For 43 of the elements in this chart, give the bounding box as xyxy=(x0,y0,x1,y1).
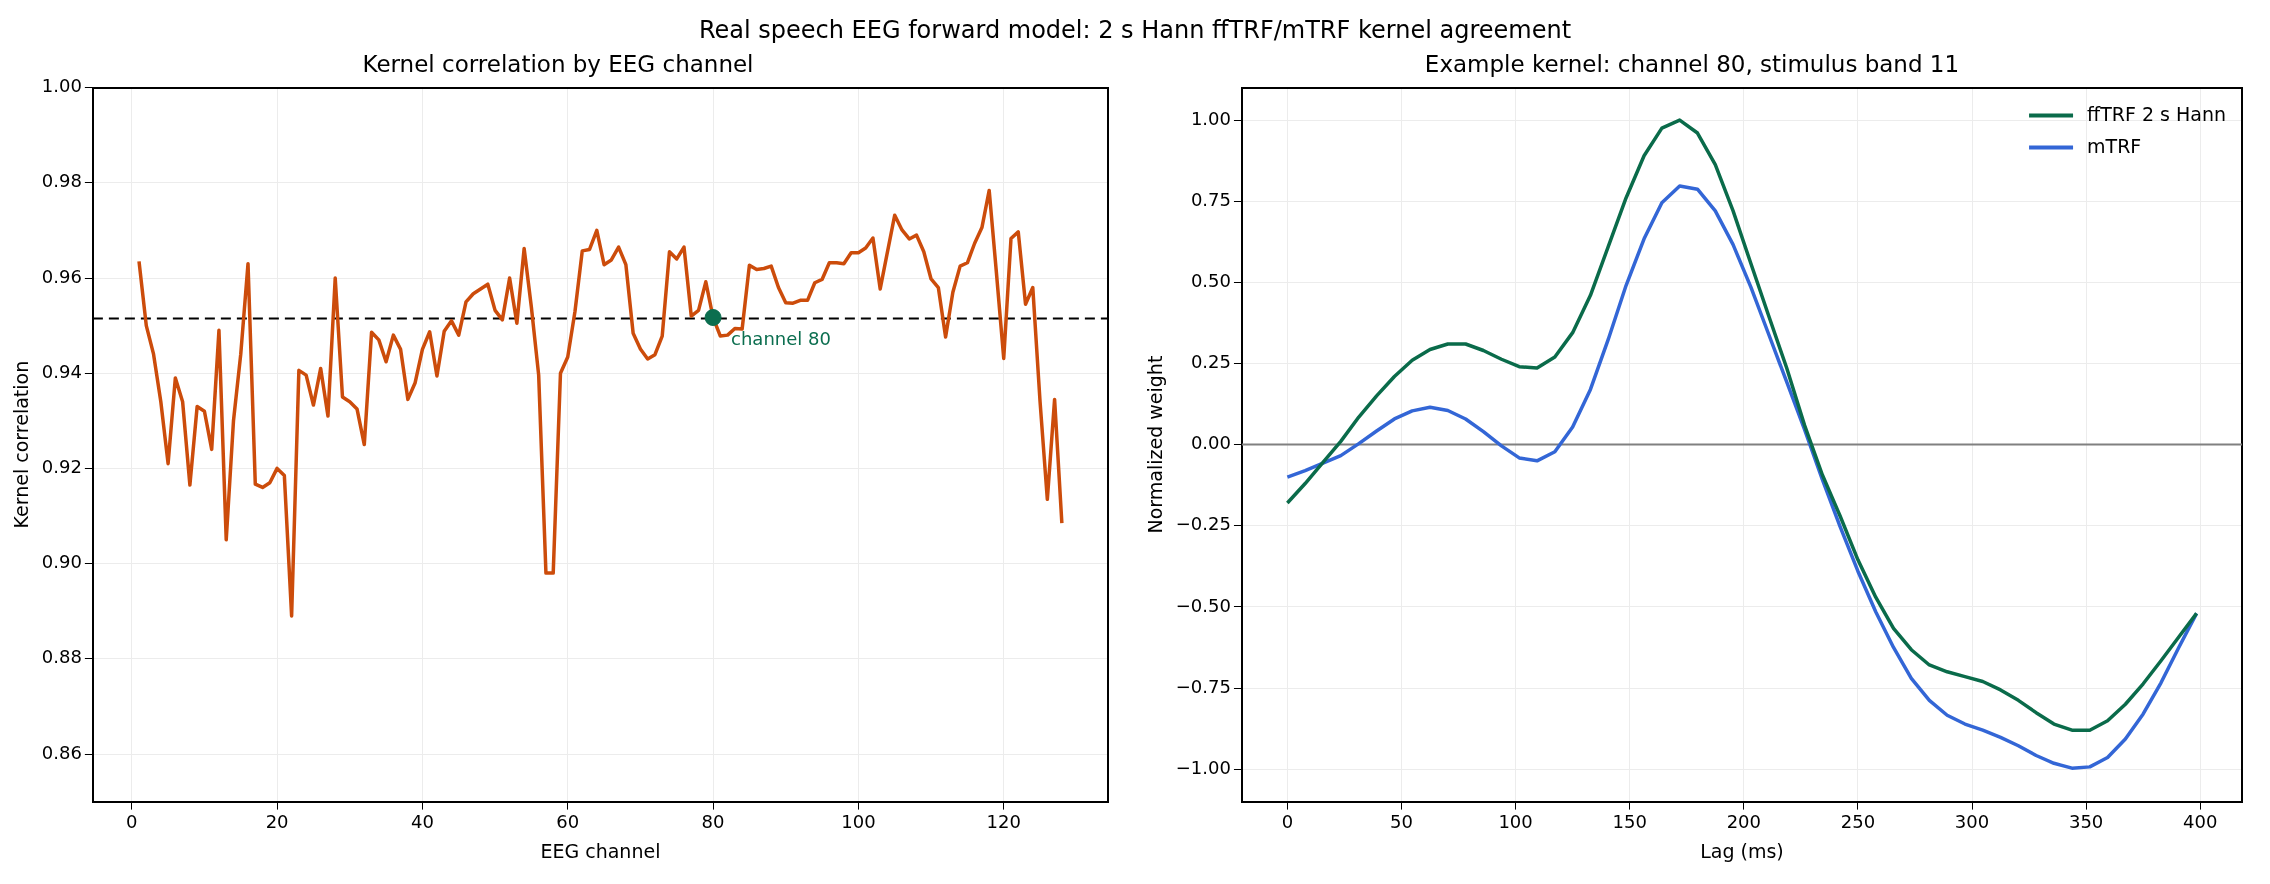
y-tick-label: 0.88 xyxy=(41,646,82,668)
x-tick-label: 80 xyxy=(701,811,725,833)
y-tick-label: −0.50 xyxy=(1175,594,1231,616)
x-tick-label: 250 xyxy=(1840,811,1876,833)
x-tick-label: 350 xyxy=(2068,811,2104,833)
annotation: channel 80 xyxy=(731,328,831,350)
y-tick-label: 0.25 xyxy=(1190,351,1231,373)
y-tick-label: 0.50 xyxy=(1190,270,1231,291)
x-tick-label: 200 xyxy=(1726,811,1761,833)
x-tick-label: 100 xyxy=(1498,811,1533,833)
y-tick-label: −1.00 xyxy=(1175,756,1231,778)
y-tick-label: 0.90 xyxy=(41,551,82,573)
x-tick-label: 100 xyxy=(841,811,876,833)
chart-title: Example kernel: channel 80, stimulus band 11 xyxy=(1424,50,1960,77)
y-tick-label: 1.00 xyxy=(1190,107,1231,129)
y-tick-label: 0.98 xyxy=(41,170,82,192)
x-tick-label: 0 xyxy=(126,811,138,833)
x-axis-title: Lag (ms) xyxy=(1700,839,1784,862)
x-tick-label: 40 xyxy=(410,811,434,833)
y-tick-label: −0.75 xyxy=(1175,675,1231,697)
x-tick-label: 0 xyxy=(1281,811,1294,833)
text: Real speech EEG forward model: 2 s Hann ffTRF/mTRF kernel agreement xyxy=(697,15,1573,46)
y-tick-label: −0.25 xyxy=(1175,513,1231,535)
y-tick-label: 1.00 xyxy=(41,75,82,97)
x-tick-label: 60 xyxy=(556,811,580,833)
x-tick-label: 120 xyxy=(986,811,1021,833)
y-axis-title: Normalized weight xyxy=(1144,355,1167,534)
y-tick-label: 0.86 xyxy=(41,741,82,763)
x-tick-label: 300 xyxy=(1954,811,1990,833)
x-tick-label: 20 xyxy=(265,811,289,833)
y-tick-label: 0.75 xyxy=(1190,188,1231,210)
legend-label: mTRF xyxy=(2087,134,2142,157)
y-tick-label: 0.96 xyxy=(41,265,82,287)
x-tick-label: 150 xyxy=(1612,811,1647,833)
y-tick-label: 0.00 xyxy=(1190,432,1231,454)
chart-title: Kernel correlation by EEG channel xyxy=(362,50,754,77)
legend-label: ffTRF 2 s Hann xyxy=(2087,102,2227,125)
y-axis-title: Kernel correlation xyxy=(10,360,33,529)
x-axis-title: EEG channel xyxy=(540,839,661,862)
y-tick-label: 0.94 xyxy=(41,360,82,382)
x-tick-label: 50 xyxy=(1390,811,1413,833)
y-tick-label: 0.92 xyxy=(41,456,82,478)
x-tick-label: 400 xyxy=(2183,811,2218,833)
